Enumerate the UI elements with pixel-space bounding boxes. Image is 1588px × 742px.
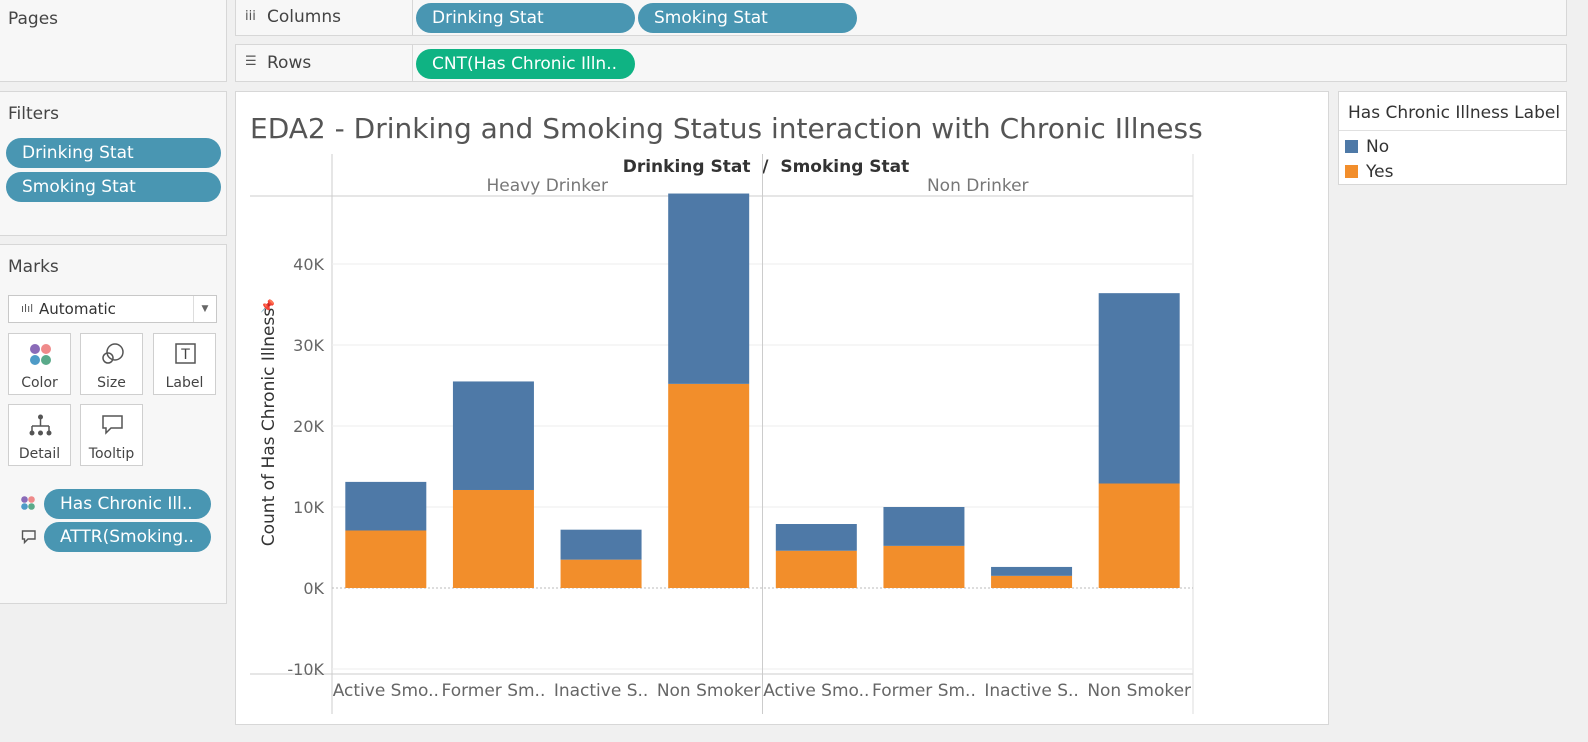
x-tick-label: Former Sm.. [442,681,546,701]
y-tick-label: 0K [303,579,324,598]
pages-title: Pages [8,9,59,29]
group-header-label: Heavy Drinker [487,176,608,196]
hierarchy-icon [29,414,52,436]
tooltip-card[interactable]: Tooltip [80,404,143,466]
bar-segment-no [452,381,534,490]
columns-icon: iii [245,9,256,24]
speech-bubble-icon [21,530,36,545]
y-tick-label: 10K [293,498,324,517]
stacked-bar-chart: EDA2 - Drinking and Smoking Status inter… [250,112,1203,714]
bar-chart-icon: ılıl [21,302,34,315]
rows-pill-cnt[interactable]: CNT(Has Chronic Illn.. [416,49,635,79]
x-tick-label: Active Smo.. [763,681,869,701]
color-legend: Has Chronic Illness Label No Yes [1338,91,1567,185]
legend-item-no[interactable]: No [1345,137,1389,157]
tooltip-card-label: Tooltip [88,446,135,462]
color-icon [21,496,35,510]
shelf-divider [412,45,413,81]
chart-view: EDA2 - Drinking and Smoking Status inter… [235,91,1329,725]
legend-divider [1339,130,1566,131]
y-tick-label: 20K [293,417,324,436]
y-tick-label: -10K [287,660,324,679]
bar-segment-yes [560,559,642,588]
columns-shelf[interactable]: iii Columns Drinking Stat Smoking Stat [235,0,1567,36]
bar-segment-no [883,507,965,546]
pin-icon: 📌 [260,298,275,313]
filter-pill-drinking-stat[interactable]: Drinking Stat [6,138,221,168]
mark-type-dropdown[interactable]: ılıl Automatic ▼ [8,295,217,323]
bar-segment-no [345,481,427,531]
marks-field-has-chronic-illness[interactable]: Has Chronic Ill.. [44,489,211,519]
x-tick-label: Inactive S.. [554,681,648,701]
bar-segment-yes [1098,483,1180,588]
bar-segment-yes [775,550,857,588]
x-tick-label: Non Smoker [1087,681,1191,701]
filters-title: Filters [8,104,59,124]
bar-segment-no [668,193,750,384]
y-tick-label: 40K [293,255,324,274]
legend-swatch-no [1345,140,1358,153]
columns-pill-smoking-stat[interactable]: Smoking Stat [638,3,857,33]
bar-segment-yes [668,383,750,588]
text-icon: T [175,343,196,364]
label-card[interactable]: T Label [153,333,216,395]
color-card-label: Color [21,375,58,391]
bar-segment-no [775,524,857,551]
marks-field-attr-smoking[interactable]: ATTR(Smoking.. [44,522,211,552]
x-tick-label: Inactive S.. [984,681,1078,701]
marks-title: Marks [8,257,59,277]
svg-text:T: T [180,347,190,363]
legend-label-yes: Yes [1366,162,1394,182]
y-tick-label: 30K [293,336,324,355]
label-card-label: Label [165,375,204,391]
bar-segment-no [1098,293,1180,484]
bar-segment-yes [991,575,1073,588]
bar-segment-yes [452,489,534,588]
rows-label: Rows [267,53,312,73]
size-card-label: Size [97,375,126,391]
detail-card[interactable]: Detail [8,404,71,466]
shelf-divider [412,0,413,35]
bar-segment-yes [345,530,427,588]
filters-panel: Filters Drinking Stat Smoking Stat [0,91,227,236]
size-icon [102,343,124,364]
y-axis-label: Count of Has Chronic Illness [259,308,279,547]
rows-icon: ☰ [245,54,257,69]
columns-pill-drinking-stat[interactable]: Drinking Stat [416,3,635,33]
group-header-label: Non Drinker [927,176,1029,196]
mark-type-value: Automatic [39,300,116,318]
chart-title: EDA2 - Drinking and Smoking Status inter… [250,112,1203,145]
pages-panel: Pages [0,0,227,82]
legend-swatch-yes [1345,165,1358,178]
x-tick-label: Active Smo.. [333,681,439,701]
legend-item-yes[interactable]: Yes [1345,162,1393,182]
legend-label-no: No [1366,137,1390,157]
legend-title: Has Chronic Illness Label [1348,103,1561,123]
color-card[interactable]: Color [8,333,71,395]
x-tick-label: Non Smoker [657,681,761,701]
size-card[interactable]: Size [80,333,143,395]
x-tick-label: Former Sm.. [872,681,976,701]
rows-shelf[interactable]: ☰ Rows CNT(Has Chronic Illn.. [235,44,1567,82]
column-header-title: Drinking Stat / Smoking Stat [623,157,910,177]
bar-segment-no [560,529,642,560]
bar-segment-no [991,566,1073,576]
columns-label: Columns [267,7,341,27]
chevron-down-icon: ▼ [193,296,216,322]
filter-pill-smoking-stat[interactable]: Smoking Stat [6,172,221,202]
speech-bubble-icon [102,415,123,435]
bar-segment-yes [883,545,965,588]
detail-card-label: Detail [18,446,61,462]
color-icon [30,344,51,365]
